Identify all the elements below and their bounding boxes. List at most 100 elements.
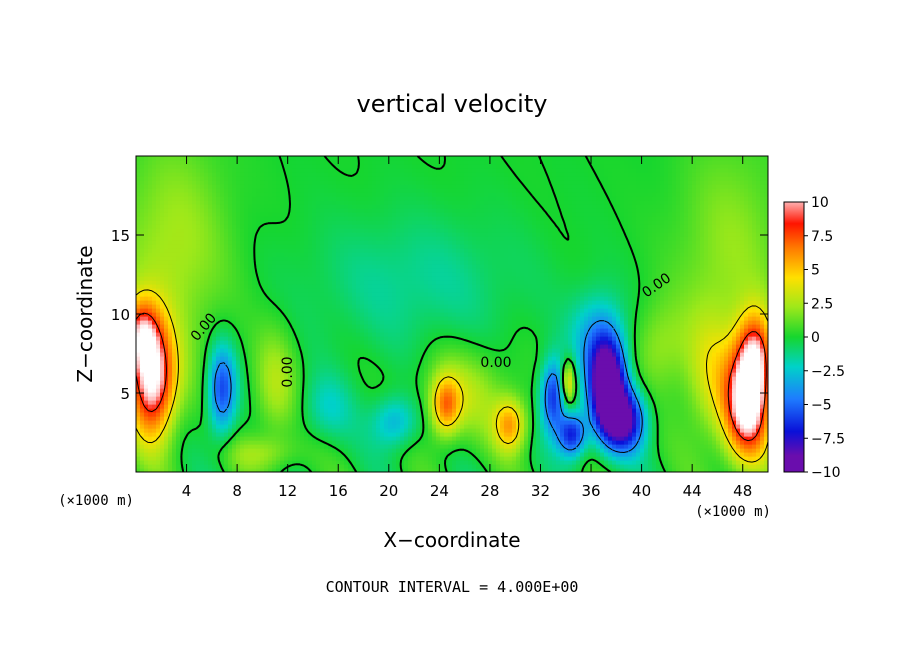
heatmap-cell	[232, 376, 237, 381]
heatmap-cell	[424, 456, 429, 461]
heatmap-cell	[436, 376, 441, 381]
heatmap-cell	[228, 408, 233, 413]
heatmap-cell	[424, 380, 429, 385]
heatmap-cell	[416, 432, 421, 437]
heatmap-cell	[696, 464, 701, 469]
heatmap-cell	[444, 420, 449, 425]
heatmap-cell	[336, 372, 341, 377]
heatmap-cell	[144, 396, 149, 401]
heatmap-cell	[312, 400, 317, 405]
heatmap-cell	[396, 400, 401, 405]
heatmap-cell	[340, 360, 345, 365]
heatmap-cell	[588, 388, 593, 393]
heatmap-cell	[684, 372, 689, 377]
heatmap-cell	[480, 444, 485, 449]
heatmap-cell	[684, 460, 689, 465]
heatmap-cell	[136, 376, 141, 381]
heatmap-cell	[208, 372, 213, 377]
heatmap-cell	[468, 420, 473, 425]
heatmap-cell	[260, 440, 265, 445]
heatmap-cell	[340, 356, 345, 361]
heatmap-cell	[284, 356, 289, 361]
heatmap-cell	[348, 348, 353, 353]
heatmap-cell	[696, 372, 701, 377]
heatmap-cell	[460, 468, 465, 472]
heatmap-cell	[700, 364, 705, 369]
heatmap-cell	[632, 352, 637, 357]
heatmap-cell	[280, 392, 285, 397]
heatmap-cell	[396, 444, 401, 449]
heatmap-cell	[612, 356, 617, 361]
heatmap-cell	[488, 432, 493, 437]
heatmap-cell	[248, 416, 253, 421]
heatmap-cell	[156, 460, 161, 465]
heatmap-cell	[716, 436, 721, 441]
heatmap-cell	[460, 460, 465, 465]
heatmap-cell	[284, 460, 289, 465]
heatmap-cell	[588, 464, 593, 469]
heatmap-cell	[180, 344, 185, 349]
heatmap-cell	[588, 400, 593, 405]
heatmap-cell	[552, 460, 557, 465]
heatmap-cell	[412, 400, 417, 405]
heatmap-cell	[312, 456, 317, 461]
heatmap-cell	[440, 416, 445, 421]
heatmap-cell	[736, 352, 741, 357]
heatmap-cell	[348, 428, 353, 433]
heatmap-cell	[732, 396, 737, 401]
heatmap-cell	[232, 424, 237, 429]
heatmap-cell	[560, 388, 565, 393]
heatmap-cell	[564, 348, 569, 353]
heatmap-cell	[484, 368, 489, 373]
heatmap-cell	[348, 424, 353, 429]
heatmap-cell	[716, 352, 721, 357]
heatmap-cell	[196, 460, 201, 465]
heatmap-cell	[380, 364, 385, 369]
heatmap-cell	[532, 444, 537, 449]
heatmap-cell	[248, 440, 253, 445]
heatmap-cell	[748, 368, 753, 373]
heatmap-cell	[380, 348, 385, 353]
heatmap-cell	[512, 360, 517, 365]
heatmap-cell	[724, 404, 729, 409]
heatmap-cell	[552, 444, 557, 449]
heatmap-cell	[724, 352, 729, 357]
heatmap-cell	[460, 416, 465, 421]
heatmap-cell	[532, 436, 537, 441]
heatmap-cell	[728, 436, 733, 441]
heatmap-cell	[736, 460, 741, 465]
heatmap-cell	[736, 412, 741, 417]
heatmap-cell	[500, 420, 505, 425]
heatmap-cell	[336, 452, 341, 457]
heatmap-cell	[700, 372, 705, 377]
heatmap-cell	[144, 404, 149, 409]
heatmap-cell	[292, 380, 297, 385]
heatmap-cell	[712, 468, 717, 472]
heatmap-cell	[652, 420, 657, 425]
heatmap-cell	[184, 428, 189, 433]
heatmap-cell	[388, 388, 393, 393]
heatmap-cell	[228, 452, 233, 457]
heatmap-cell	[360, 360, 365, 365]
heatmap-cell	[236, 440, 241, 445]
heatmap-cell	[164, 460, 169, 465]
heatmap-cell	[160, 448, 165, 453]
heatmap-cell	[160, 420, 165, 425]
heatmap-cell	[508, 360, 513, 365]
heatmap-cell	[544, 460, 549, 465]
heatmap-cell	[244, 396, 249, 401]
heatmap-cell	[280, 456, 285, 461]
heatmap-cell	[312, 344, 317, 349]
heatmap-cell	[672, 464, 677, 469]
heatmap-cell	[648, 384, 653, 389]
heatmap-cell	[304, 440, 309, 445]
heatmap-cell	[336, 348, 341, 353]
heatmap-cell	[504, 424, 509, 429]
heatmap-cell	[228, 356, 233, 361]
heatmap-cell	[664, 368, 669, 373]
heatmap-cell	[164, 468, 169, 472]
heatmap-cell	[272, 464, 277, 469]
heatmap-cell	[604, 360, 609, 365]
heatmap-cell	[356, 440, 361, 445]
heatmap-cell	[220, 356, 225, 361]
